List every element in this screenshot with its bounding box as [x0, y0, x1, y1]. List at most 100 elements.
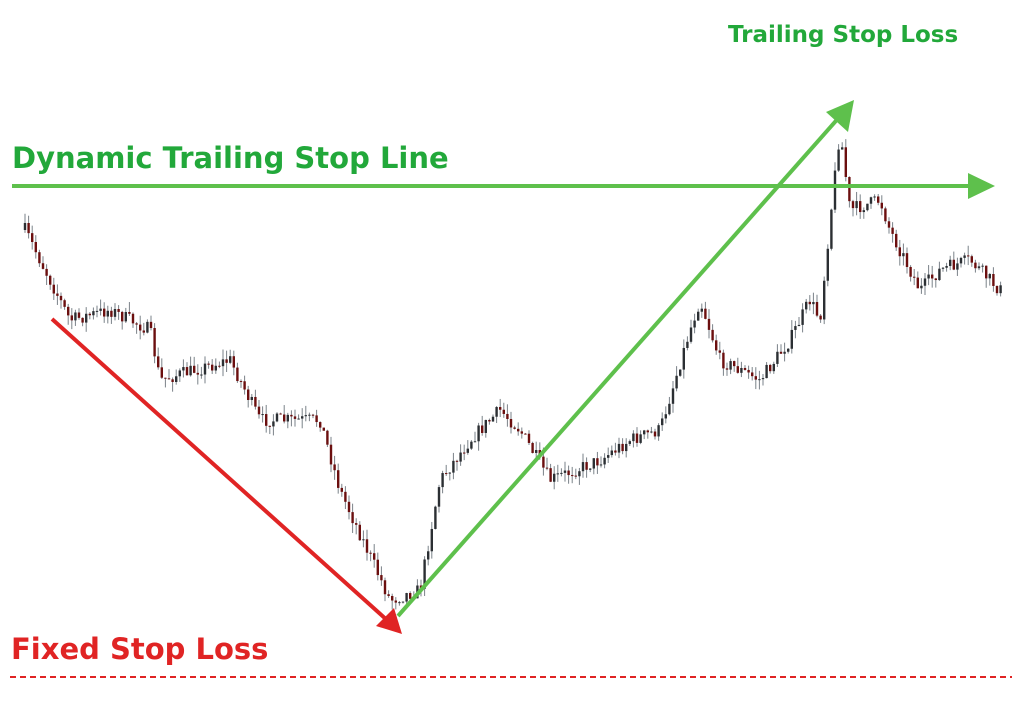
bullish-candle	[956, 263, 959, 270]
bullish-candle	[927, 274, 930, 279]
bullish-candle	[477, 425, 480, 442]
bullish-candle	[146, 321, 149, 333]
bearish-candle	[232, 356, 235, 368]
bullish-candle	[790, 329, 793, 349]
bullish-candle	[668, 403, 671, 415]
bearish-candle	[409, 593, 412, 599]
bullish-candle	[459, 452, 462, 462]
bearish-candle	[257, 406, 261, 415]
bullish-candle	[304, 415, 307, 417]
bearish-candle	[265, 414, 268, 426]
bullish-candle	[473, 441, 477, 443]
bullish-candle	[729, 361, 732, 370]
bearish-candle	[333, 464, 336, 471]
bullish-candle	[434, 506, 437, 529]
bullish-candle	[988, 274, 991, 279]
bullish-candle	[841, 147, 844, 150]
bullish-candle	[92, 311, 95, 316]
bearish-candle	[326, 430, 329, 445]
bullish-candle	[758, 379, 761, 381]
bearish-candle	[743, 367, 747, 370]
bullish-candle	[430, 528, 433, 552]
bullish-candle	[99, 308, 102, 311]
bearish-candle	[167, 378, 171, 380]
bearish-candle	[733, 361, 736, 367]
bearish-candle	[365, 539, 369, 553]
bearish-candle	[254, 396, 257, 407]
bearish-candle	[193, 365, 196, 373]
bearish-candle	[149, 321, 153, 329]
bearish-candle	[513, 427, 516, 429]
bullish-candle	[873, 196, 876, 198]
bearish-candle	[293, 416, 297, 419]
bearish-candle	[815, 301, 819, 316]
bullish-candle	[556, 473, 559, 475]
bearish-candle	[117, 309, 120, 312]
bearish-candle	[524, 433, 527, 435]
bullish-candle	[607, 455, 610, 458]
bearish-candle	[139, 324, 142, 331]
bearish-candle	[239, 381, 243, 383]
bearish-candle	[81, 317, 84, 323]
bullish-candle	[401, 601, 405, 603]
bullish-candle	[639, 434, 642, 443]
downtrend-arrow	[50, 317, 402, 634]
bullish-candle	[650, 431, 653, 433]
bearish-candle	[34, 242, 37, 253]
bullish-candle	[981, 265, 984, 267]
bullish-candle	[113, 309, 117, 317]
bullish-candle	[693, 320, 696, 328]
bullish-candle	[423, 559, 426, 589]
bearish-candle	[41, 263, 45, 269]
bullish-candle	[938, 268, 941, 281]
bearish-candle	[329, 444, 333, 465]
bullish-candle	[977, 266, 981, 269]
bearish-candle	[164, 377, 167, 379]
bearish-candle	[38, 252, 41, 264]
trailing-stop-loss-label: Trailing Stop Loss	[728, 22, 959, 48]
bearish-candle	[63, 300, 66, 307]
bearish-candle	[56, 293, 59, 296]
bearish-candle	[196, 372, 199, 375]
bullish-candle	[272, 421, 275, 427]
bearish-candle	[545, 467, 549, 469]
bearish-candle	[884, 208, 887, 222]
bearish-candle	[383, 580, 387, 595]
bullish-candle	[823, 280, 826, 320]
bearish-candle	[481, 425, 484, 433]
bullish-candle	[700, 308, 703, 312]
bullish-candle	[106, 310, 109, 317]
bearish-candle	[49, 275, 52, 285]
bearish-candle	[488, 419, 491, 422]
bullish-candle	[689, 327, 693, 342]
bearish-candle	[722, 352, 725, 369]
bearish-candle	[351, 512, 354, 524]
bearish-candle	[952, 259, 955, 270]
bullish-candle	[85, 313, 88, 323]
bullish-candle	[484, 419, 487, 433]
bullish-candle	[535, 450, 538, 453]
bearish-candle	[268, 425, 271, 427]
bullish-candle	[686, 341, 689, 348]
bearish-candle	[819, 315, 822, 320]
bullish-candle	[581, 462, 585, 472]
bearish-candle	[635, 433, 639, 443]
bullish-candle	[812, 301, 815, 305]
bearish-candle	[549, 468, 552, 482]
bullish-candle	[866, 203, 869, 211]
bullish-candle	[405, 593, 408, 602]
bearish-candle	[502, 409, 505, 414]
bullish-candle	[23, 223, 27, 230]
bearish-candle	[142, 330, 145, 333]
bearish-candle	[376, 559, 379, 576]
bearish-candle	[517, 428, 520, 432]
bullish-candle	[175, 376, 178, 383]
bearish-candle	[509, 418, 513, 428]
bearish-candle	[769, 364, 772, 372]
bullish-candle	[963, 255, 966, 258]
bullish-candle	[761, 378, 765, 380]
bullish-candle	[448, 472, 451, 474]
bullish-candle	[664, 414, 667, 419]
bearish-candle	[531, 442, 534, 453]
bearish-candle	[247, 389, 250, 401]
